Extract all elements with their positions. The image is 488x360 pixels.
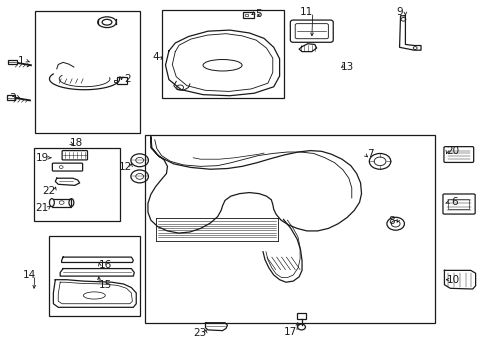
Ellipse shape [49, 199, 54, 207]
Text: 9: 9 [395, 7, 402, 17]
Text: 5: 5 [254, 9, 261, 19]
Text: 17: 17 [284, 327, 297, 337]
Text: 12: 12 [118, 162, 131, 172]
Bar [297, 313, 305, 319]
Text: 7: 7 [366, 149, 373, 159]
Text: 6: 6 [450, 197, 457, 207]
Bar [144, 135, 434, 323]
Text: 22: 22 [42, 186, 55, 197]
Bar [8, 60, 17, 64]
Text: 21: 21 [36, 203, 49, 213]
Text: 19: 19 [36, 153, 49, 163]
Bar [34, 148, 120, 221]
Text: 14: 14 [22, 270, 36, 280]
Text: 13: 13 [341, 62, 354, 72]
Text: 2: 2 [124, 74, 130, 84]
Bar [243, 12, 253, 18]
Bar [447, 199, 468, 209]
Text: 3: 3 [10, 93, 16, 103]
Bar [161, 10, 283, 98]
Text: 15: 15 [99, 280, 112, 290]
Text: 23: 23 [193, 328, 206, 338]
Text: 4: 4 [152, 52, 159, 62]
Text: 11: 11 [300, 7, 313, 17]
Text: 20: 20 [446, 145, 459, 156]
Bar [6, 95, 15, 100]
Text: 10: 10 [446, 275, 459, 285]
Text: 1: 1 [18, 56, 24, 66]
Bar [35, 12, 140, 134]
Bar [244, 14, 247, 16]
Text: 18: 18 [70, 139, 83, 148]
Bar [49, 235, 140, 316]
Text: 8: 8 [387, 216, 394, 226]
Text: 16: 16 [99, 260, 112, 270]
Bar [52, 199, 71, 207]
